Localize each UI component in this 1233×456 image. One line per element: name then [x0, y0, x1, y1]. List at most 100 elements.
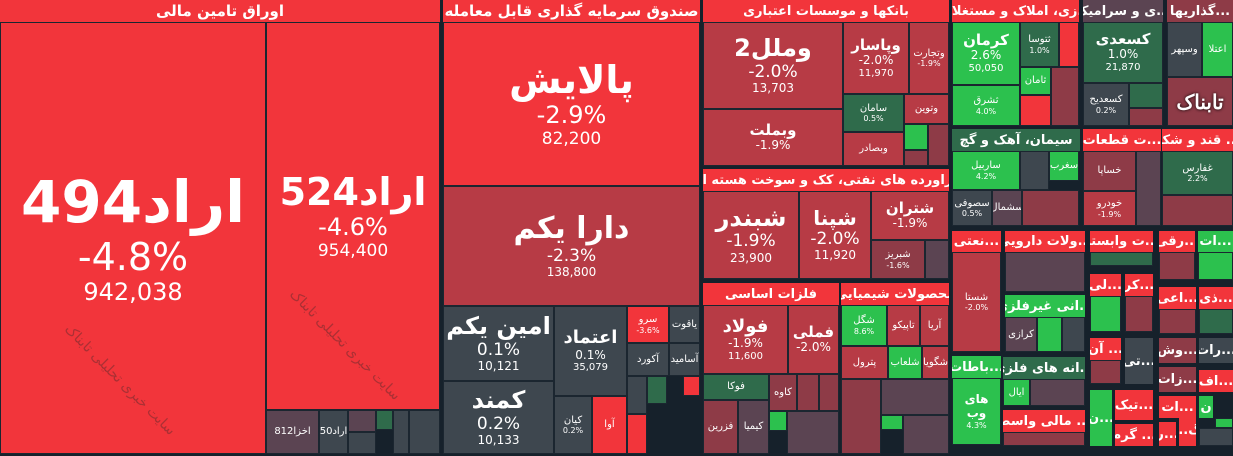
tile-small[interactable]	[1199, 309, 1233, 334]
tile-small[interactable]	[409, 410, 440, 454]
sector-header-metals[interactable]: فلزات اساسی	[703, 283, 839, 305]
tile-small[interactable]	[819, 374, 839, 411]
tile-kaveh[interactable]: کاوه	[769, 374, 797, 411]
sector-header-sugar[interactable]: ... قند و شکر	[1162, 129, 1233, 151]
sector-header-bonds[interactable]: اوراق تامین مالی	[0, 0, 440, 22]
tile-small[interactable]	[348, 432, 376, 454]
sector-header-cement[interactable]: سیمان، آهک و گچ	[952, 129, 1080, 151]
tile-small[interactable]	[627, 376, 647, 414]
tile-small[interactable]	[1159, 309, 1196, 334]
tile-shepna[interactable]: شپنا -2.0% 11,920	[799, 191, 871, 279]
sector-header-affiliated[interactable]: ...ت وابسته	[1090, 231, 1153, 252]
sector-header-metal-products[interactable]: ...انه های فلزی	[1003, 357, 1085, 379]
tile-etemad[interactable]: اعتماد 0.1% 35,079	[554, 306, 627, 396]
sector-header-s28[interactable]: ... گرم	[1115, 424, 1153, 446]
tile-sashargh[interactable]: ثشرق 4.0%	[952, 85, 1020, 126]
tile-small[interactable]	[904, 150, 928, 166]
tile-small[interactable]	[928, 124, 949, 166]
tile-vabsader[interactable]: وبصادر	[843, 132, 904, 166]
tile-kamand[interactable]: کمند 0.2% 10,133	[443, 381, 554, 454]
tile-shegol[interactable]: شگل 8.6%	[841, 305, 887, 346]
tile-small[interactable]	[1037, 317, 1062, 352]
tile-small[interactable]	[1129, 108, 1163, 126]
tile-vapasar[interactable]: وپاسار -2.0% 11,970	[843, 22, 909, 94]
tile-small[interactable]	[1159, 252, 1195, 280]
sector-header-auto[interactable]: ...ت قطعات	[1083, 129, 1161, 151]
tile-khsapa[interactable]: خساپا	[1083, 151, 1136, 191]
tile-small[interactable]	[1125, 296, 1153, 332]
tile-saman[interactable]: سامان 0.5%	[843, 94, 904, 132]
tile-small[interactable]	[1090, 360, 1121, 384]
tile-small[interactable]	[1090, 252, 1153, 266]
tile-kerazi[interactable]: کرازی	[1005, 317, 1037, 352]
sector-header-banks[interactable]: بانکها و موسسات اعتباری	[703, 0, 949, 22]
tile-fazarin[interactable]: فزرین	[703, 400, 738, 454]
tile-shabandar[interactable]: شبندر -1.9% 23,900	[703, 191, 799, 279]
tile-small[interactable]	[393, 410, 409, 454]
tile-small[interactable]	[841, 379, 881, 454]
tile-small[interactable]	[1059, 22, 1079, 67]
sector-header-s38[interactable]: ن	[1199, 396, 1213, 418]
tile-small[interactable]	[1167, 77, 1233, 126]
sector-header-s17[interactable]: ...ات	[1198, 231, 1233, 252]
tile-foolad[interactable]: فولاد -1.9% 11,600	[703, 305, 788, 374]
sector-header-financial[interactable]: ... مالی واسط	[1003, 410, 1085, 432]
sector-header-real-estate[interactable]: ...زی، املاک و مستغلات	[952, 0, 1079, 22]
tile-fameli[interactable]: فملی -2.0%	[788, 305, 839, 374]
sector-header-etf[interactable]: صندوق سرمایه گذاری قابل معامله	[443, 0, 700, 22]
sector-header-chemicals[interactable]: محصولات شیمیایی	[841, 283, 949, 305]
sector-header-s35[interactable]: ...ات	[1159, 396, 1196, 418]
tile-palayesh[interactable]: پالایش -2.9% 82,200	[443, 22, 700, 186]
tile-small[interactable]	[1198, 252, 1233, 280]
tile-small[interactable]	[769, 411, 787, 431]
sector-header-electric[interactable]: ...رقی	[1159, 231, 1195, 252]
sector-header-petroleum[interactable]: فراورده های نفتی، کک و سوخت هسته ای	[703, 169, 949, 191]
tile-arad494[interactable]: اراد494 -4.8% 942,038	[0, 22, 266, 454]
tile-small[interactable]	[903, 415, 949, 454]
tile-satousa[interactable]: ثتوسا 1.0%	[1020, 22, 1059, 67]
sector-header-investment[interactable]: ...گذاریها	[1167, 0, 1233, 22]
tile-vatoein[interactable]: وتوین	[904, 94, 949, 124]
tile-small[interactable]	[1162, 195, 1233, 226]
tile-small[interactable]	[1062, 317, 1085, 352]
tile-small[interactable]	[881, 379, 949, 415]
tile-khodro[interactable]: خودرو -1.9%	[1083, 191, 1136, 226]
tile-asamid[interactable]: آسامید	[669, 343, 700, 376]
tile-saaman[interactable]: ثامان	[1020, 67, 1051, 95]
tile-seshomal[interactable]: سشمال	[992, 190, 1022, 226]
tile-ial[interactable]: ایال	[1003, 379, 1030, 406]
tile-sesoufi[interactable]: سصوفی 0.5%	[952, 190, 992, 226]
sector-header-s25[interactable]: ...تی	[1125, 338, 1153, 384]
tile-vatejarat[interactable]: وتجارت -1.9%	[909, 22, 949, 94]
tile-small[interactable]	[1129, 83, 1163, 108]
sector-header-s29[interactable]: ...اعی	[1159, 287, 1196, 309]
sector-header-s33[interactable]: ...زات	[1159, 367, 1196, 392]
sector-header-s30[interactable]: ...ذی	[1199, 287, 1233, 309]
tile-shetran[interactable]: شتران -1.9%	[871, 191, 949, 240]
tile-yaghoot[interactable]: یاقوت	[669, 306, 700, 343]
tile-vasepehr[interactable]: وسپهر	[1167, 22, 1202, 77]
tile-small[interactable]	[1051, 67, 1079, 126]
tile-etela[interactable]: اعتلا	[1202, 22, 1233, 77]
tile-small[interactable]	[1199, 428, 1233, 446]
tile-shegooya[interactable]: شگویا	[922, 346, 949, 379]
sector-header-s32[interactable]: ...رات	[1199, 338, 1233, 363]
tile-shelab[interactable]: شلعاب	[888, 346, 922, 379]
tile-kesadi[interactable]: کسعدی 1.0% 21,870	[1083, 22, 1163, 83]
sector-header-nonmetal[interactable]: ...انی غیرفلزی	[1005, 295, 1085, 317]
sector-header-industrial[interactable]: ...نعتی	[952, 231, 1001, 252]
tile-amin-yekom[interactable]: امین یکم 0.1% 10,121	[443, 306, 554, 381]
tile-small[interactable]	[647, 376, 667, 404]
sector-header-s27[interactable]: ...تیک	[1115, 390, 1153, 420]
tile-akhza812[interactable]: اخزا812	[266, 410, 319, 454]
tile-ghafars[interactable]: غفارس 2.2%	[1162, 151, 1233, 195]
tile-tapiko[interactable]: تاپیکو	[887, 305, 920, 346]
sector-header-s26[interactable]: ...ن	[1090, 390, 1112, 446]
sector-header-s37[interactable]: گ...	[1179, 414, 1196, 446]
tile-fouka[interactable]: فوکا	[703, 374, 769, 400]
tile-small[interactable]	[1020, 95, 1051, 126]
tile-small[interactable]	[1005, 252, 1085, 292]
sector-header-s34[interactable]: ...اف	[1199, 370, 1233, 392]
tile-shasta[interactable]: شستا -2.0%	[952, 252, 1001, 352]
tile-petrol[interactable]: پترول	[841, 346, 888, 379]
